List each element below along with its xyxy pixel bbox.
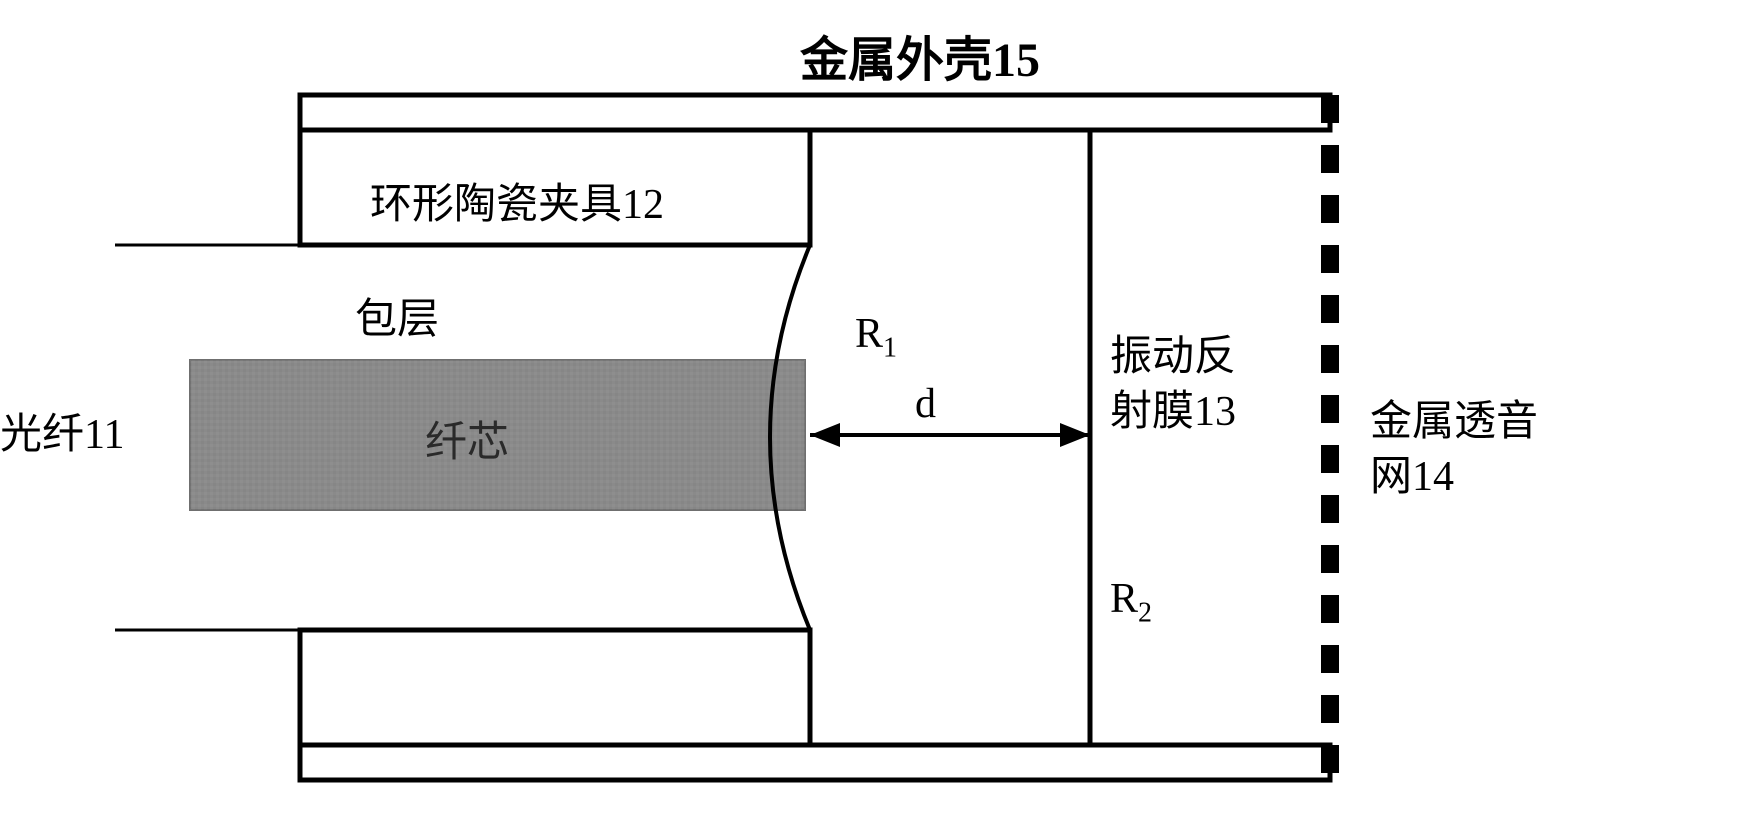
- label-mesh-line1: 金属透音: [1370, 395, 1538, 450]
- label-r1-sub: 1: [883, 332, 897, 363]
- label-metal-housing: 金属外壳15: [800, 20, 1040, 90]
- label-ceramic-ferrule: 环形陶瓷夹具12: [370, 170, 664, 231]
- label-gap-d: d: [915, 380, 936, 428]
- ferrule-bottom: [300, 630, 810, 745]
- label-optical-fiber: 光纤11: [0, 400, 124, 461]
- housing-top-wall: [300, 95, 1330, 130]
- label-r1-main: R: [855, 311, 883, 357]
- label-vibration-membrane: 振动反 射膜13: [1110, 330, 1236, 439]
- label-acoustic-mesh: 金属透音 网14: [1370, 395, 1538, 504]
- label-r2-main: R: [1110, 576, 1138, 622]
- fiber-sensor-diagram: 金属外壳15 环形陶瓷夹具12 包层 纤芯 光纤11 R1 d R2 振动反 射…: [0, 0, 1748, 835]
- label-r2: R2: [1110, 575, 1152, 629]
- label-r1: R1: [855, 310, 897, 364]
- label-mesh-line2: 网14: [1370, 450, 1538, 505]
- housing-bottom-wall: [300, 745, 1330, 780]
- label-r2-sub: 2: [1138, 597, 1152, 628]
- label-vibration-line2: 射膜13: [1110, 385, 1236, 440]
- label-fiber-core: 纤芯: [425, 408, 509, 469]
- gap-arrow-left: [810, 423, 840, 447]
- gap-arrow-right: [1060, 423, 1090, 447]
- label-cladding: 包层: [355, 285, 439, 346]
- label-vibration-line1: 振动反: [1110, 330, 1236, 385]
